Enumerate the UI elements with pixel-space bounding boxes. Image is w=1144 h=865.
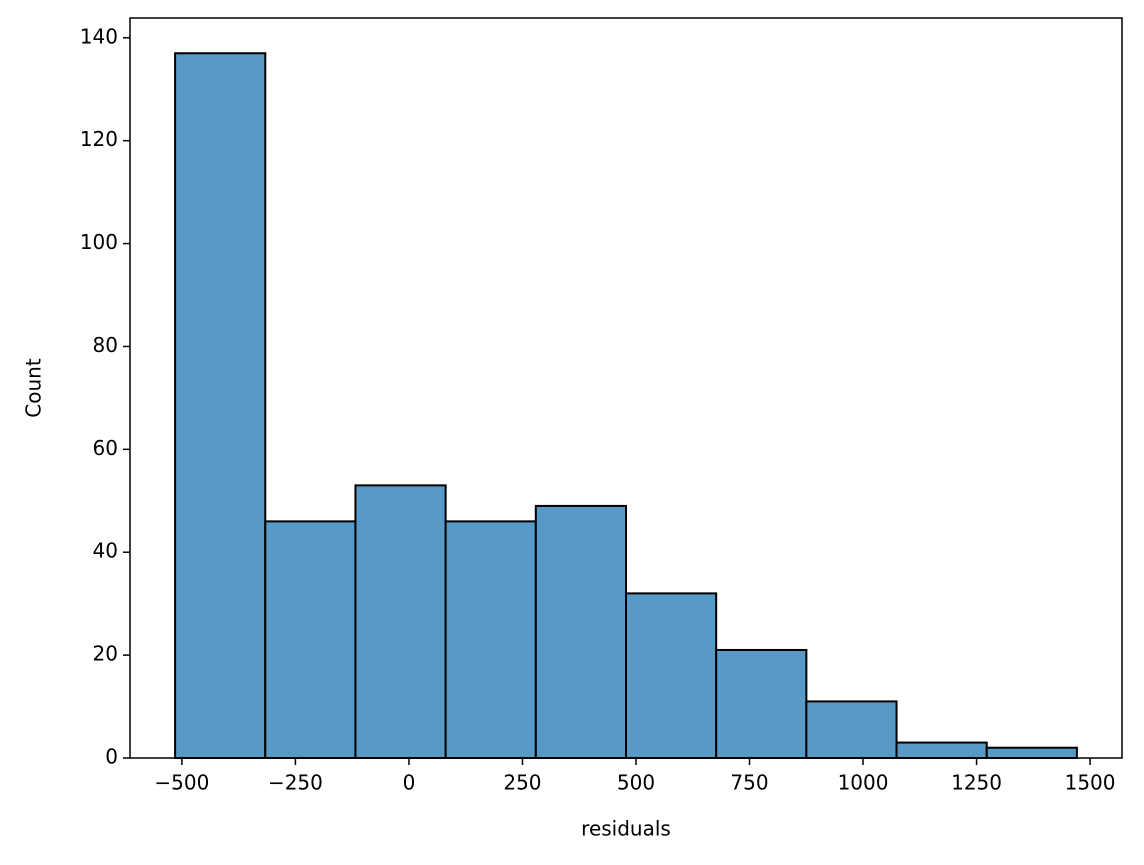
x-tick-label: 1500 bbox=[1065, 771, 1116, 795]
bar bbox=[174, 52, 267, 759]
y-tick-label: 120 bbox=[80, 127, 118, 151]
plot-frame bbox=[129, 17, 1123, 759]
y-tick-label: 40 bbox=[93, 539, 118, 563]
bar bbox=[895, 741, 988, 760]
y-tick-label: 80 bbox=[93, 333, 118, 357]
bar bbox=[715, 648, 808, 760]
bar bbox=[264, 520, 357, 760]
bar bbox=[805, 700, 898, 759]
x-tick-label: 250 bbox=[503, 771, 541, 795]
bar bbox=[354, 484, 447, 759]
y-tick-label: 0 bbox=[105, 745, 118, 769]
y-tick-label: 140 bbox=[80, 24, 118, 48]
x-axis-label: residuals bbox=[581, 817, 671, 841]
bar bbox=[444, 520, 537, 760]
bar bbox=[985, 746, 1078, 759]
x-tick-label: 1250 bbox=[951, 771, 1002, 795]
y-tick-label: 20 bbox=[93, 642, 118, 666]
x-tick-label: −500 bbox=[154, 771, 209, 795]
y-tick-label: 60 bbox=[93, 436, 118, 460]
x-tick-label: 1000 bbox=[838, 771, 889, 795]
y-tick-label: 100 bbox=[80, 230, 118, 254]
bar bbox=[534, 504, 627, 760]
x-tick-label: 500 bbox=[617, 771, 655, 795]
x-tick-label: 750 bbox=[730, 771, 768, 795]
bar bbox=[625, 592, 718, 760]
x-tick-label: 0 bbox=[403, 771, 416, 795]
y-axis-label: Count bbox=[22, 358, 46, 418]
x-tick-label: −250 bbox=[268, 771, 323, 795]
